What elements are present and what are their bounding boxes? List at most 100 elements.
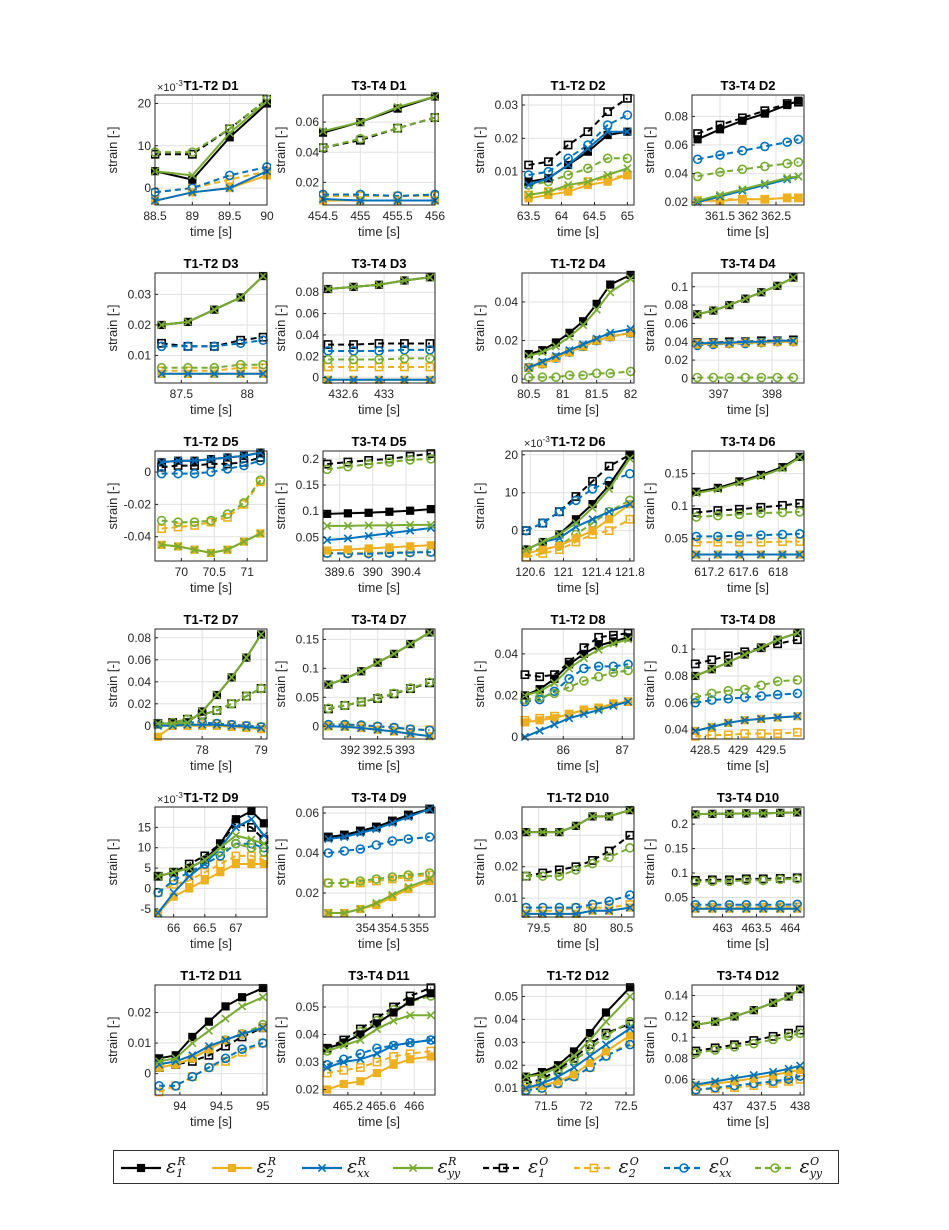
marker-x xyxy=(571,518,581,528)
marker-circle-open xyxy=(772,372,783,383)
marker-circle-open xyxy=(405,683,416,693)
legend-label: ε2R xyxy=(256,1155,277,1181)
marker-circle-open xyxy=(338,1054,349,1065)
series-group xyxy=(153,630,266,741)
marker-x xyxy=(324,908,333,918)
marker-square-filled xyxy=(715,125,725,134)
marker-square-filled xyxy=(231,859,240,869)
marker-x xyxy=(707,665,716,674)
marker-circle-open xyxy=(343,461,353,472)
marker-x xyxy=(385,529,394,538)
tick-label-y: 0.15 xyxy=(665,842,689,856)
marker-x xyxy=(190,456,199,465)
series-group xyxy=(690,808,803,913)
tick-label-x: 121.8 xyxy=(615,565,645,579)
x-axis-label: time [s] xyxy=(727,402,769,417)
plot-area xyxy=(692,807,804,917)
marker-x xyxy=(603,127,612,136)
marker-square-filled xyxy=(738,116,747,125)
marker-square-filled xyxy=(389,1060,398,1069)
series-line-exxO xyxy=(157,721,262,728)
tick-label-x: 617.6 xyxy=(729,565,759,579)
series-line-exxO xyxy=(695,692,798,704)
axes-box xyxy=(154,450,268,562)
marker-x xyxy=(324,722,333,731)
series-line-e2O xyxy=(154,170,268,194)
marker-square-filled xyxy=(522,549,531,558)
series-line-eyyO xyxy=(524,669,629,701)
subplot-t1-t2-d7: 78 79 0 0.02 0.04 0.06 0.08 T1-T2 D7 time [s] str… xyxy=(105,612,268,773)
marker-circle-open xyxy=(772,676,783,687)
marker-circle-open xyxy=(224,170,235,181)
marker-square-filled xyxy=(343,509,352,518)
marker-square-filled xyxy=(564,187,573,196)
series-line-exxO xyxy=(326,1039,432,1066)
marker-x xyxy=(565,346,574,355)
series-line-exxO xyxy=(328,348,430,352)
series-line-eyyO xyxy=(526,846,631,878)
marker-circle-open xyxy=(793,157,804,167)
tick-label-y: 0.04 xyxy=(296,1028,320,1042)
marker-x xyxy=(388,890,397,900)
marker-circle-open xyxy=(679,1163,689,1173)
marker-x xyxy=(741,337,750,346)
marker-circle-open xyxy=(748,1038,759,1049)
tick-label-y: 0.06 xyxy=(665,1072,689,1086)
marker-x xyxy=(741,294,750,303)
marker-circle-open xyxy=(756,508,766,518)
marker-square-filled xyxy=(247,806,256,816)
series-line-exxR xyxy=(327,527,432,541)
tick-label-x: 88 xyxy=(241,387,255,401)
tick-label-y: 0.02 xyxy=(128,318,152,332)
marker-x xyxy=(364,521,373,530)
marker-square-filled xyxy=(216,868,225,877)
y-axis-label: strain [-] xyxy=(273,483,288,530)
marker-x xyxy=(691,1080,701,1089)
x-axis-label: time [s] xyxy=(727,936,769,951)
marker-square-filled xyxy=(406,506,415,515)
marker-x xyxy=(588,515,597,524)
marker-square-filled xyxy=(364,544,373,553)
tick-label-x: 398 xyxy=(762,387,782,401)
tick-label-y: 0.02 xyxy=(296,349,320,363)
marker-circle-open xyxy=(713,531,723,542)
subplot-title: T1-T2 D3 xyxy=(184,256,239,271)
marker-x xyxy=(425,273,435,282)
marker-square-open xyxy=(554,865,564,875)
marker-circle-open xyxy=(739,684,750,695)
legend-label: εxxR xyxy=(347,1155,370,1181)
series-line-eyyO xyxy=(328,681,430,710)
subplot-title: T1-T2 D9 xyxy=(184,790,239,805)
x-axis-label: time [s] xyxy=(727,1114,769,1129)
tick-label-y: 0.04 xyxy=(495,295,519,309)
series-line-exxR xyxy=(528,130,628,186)
x-axis-label: time [s] xyxy=(358,402,400,417)
legend-swatch xyxy=(392,1163,433,1173)
tick-label-y: 0.05 xyxy=(296,1000,320,1014)
marker-x xyxy=(256,630,266,639)
marker-square-filled xyxy=(200,876,209,885)
tick-label-y: 0.06 xyxy=(665,138,689,152)
marker-x xyxy=(550,678,559,688)
tick-label-y: 0.04 xyxy=(665,723,689,737)
marker-x xyxy=(773,336,782,345)
subplot-t1-t2-d3: 87.5 88 0.01 0.02 0.03 T1-T2 D3 time [s] strain… xyxy=(105,256,268,417)
marker-circle-open xyxy=(623,659,633,670)
marker-x xyxy=(185,872,194,881)
marker-square-open xyxy=(389,1052,398,1061)
marker-x xyxy=(749,1005,758,1015)
marker-circle-open xyxy=(571,865,581,875)
axes-box xyxy=(521,806,635,918)
tick-label-x: 464 xyxy=(780,921,800,935)
marker-x xyxy=(242,653,251,662)
x-axis-label: time [s] xyxy=(557,224,599,239)
marker-x xyxy=(623,164,632,173)
tick-label-x: 121 xyxy=(553,565,573,579)
tick-label-y: 0 xyxy=(144,181,151,195)
tick-label-y: 0.1 xyxy=(671,866,688,880)
marker-circle-open xyxy=(355,876,366,886)
marker-x xyxy=(538,347,547,357)
marker-square-filled xyxy=(760,195,769,204)
x-axis-label: time [s] xyxy=(557,1114,599,1129)
tick-label-y: 0 xyxy=(312,719,319,733)
